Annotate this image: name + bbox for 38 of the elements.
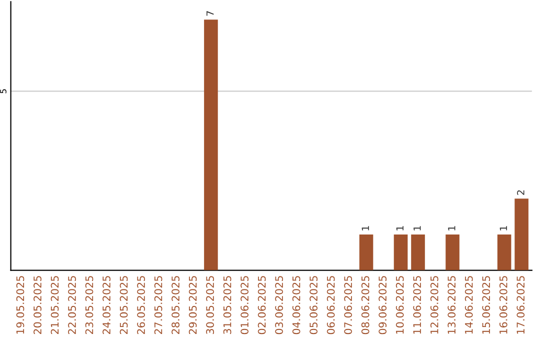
x-tick-label: 01.06.2025 — [240, 276, 248, 334]
x-tick-label: 30.05.2025 — [206, 276, 214, 334]
x-tick-label: 22.05.2025 — [68, 276, 76, 334]
x-tick-label: 14.06.2025 — [464, 276, 473, 334]
x-tick-label: 28.05.2025 — [172, 276, 180, 334]
x-tick-label: 24.05.2025 — [102, 276, 110, 334]
x-tick-label: 12.06.2025 — [430, 276, 438, 334]
data-label: 1 — [500, 226, 507, 230]
data-label: 7 — [206, 11, 214, 16]
x-tick-label: 08.06.2025 — [361, 276, 370, 334]
x-tick-label: 10.06.2025 — [396, 276, 404, 334]
x-tick-label: 17.06.2025 — [516, 276, 525, 334]
x-tick-label: 07.06.2025 — [344, 276, 352, 334]
data-label: 1 — [396, 226, 404, 230]
x-tick-label: 15.06.2025 — [482, 276, 490, 334]
x-tick-label: 26.05.2025 — [137, 276, 145, 334]
x-tick-label: 16.06.2025 — [499, 276, 508, 334]
x-tick-label: 05.06.2025 — [310, 276, 318, 334]
x-tick-label: 31.05.2025 — [223, 276, 232, 334]
x-tick-label: 09.06.2025 — [378, 276, 387, 334]
x-tick-label: 25.05.2025 — [120, 276, 128, 334]
x-tick-label: 29.05.2025 — [188, 276, 197, 334]
y-tick-label: 5 — [0, 89, 6, 94]
x-tick-label: 06.06.2025 — [326, 276, 335, 334]
x-tick-label: 19.05.2025 — [16, 276, 24, 334]
x-tick-label: 27.05.2025 — [154, 276, 162, 334]
data-label: 1 — [414, 226, 421, 230]
x-tick-label: 03.06.2025 — [275, 276, 283, 334]
x-tick-label: 20.05.2025 — [34, 276, 42, 334]
x-tick-label: 02.06.2025 — [258, 276, 266, 334]
x-tick-label: 11.06.2025 — [413, 276, 422, 334]
data-label: 2 — [517, 190, 524, 195]
data-label: 1 — [448, 226, 456, 230]
data-label: 1 — [362, 226, 369, 230]
x-tick-label: 21.05.2025 — [50, 276, 59, 334]
x-tick-label: 23.05.2025 — [85, 276, 94, 334]
x-tick-label: 04.06.2025 — [292, 276, 300, 334]
x-tick-label: 13.06.2025 — [448, 276, 456, 334]
